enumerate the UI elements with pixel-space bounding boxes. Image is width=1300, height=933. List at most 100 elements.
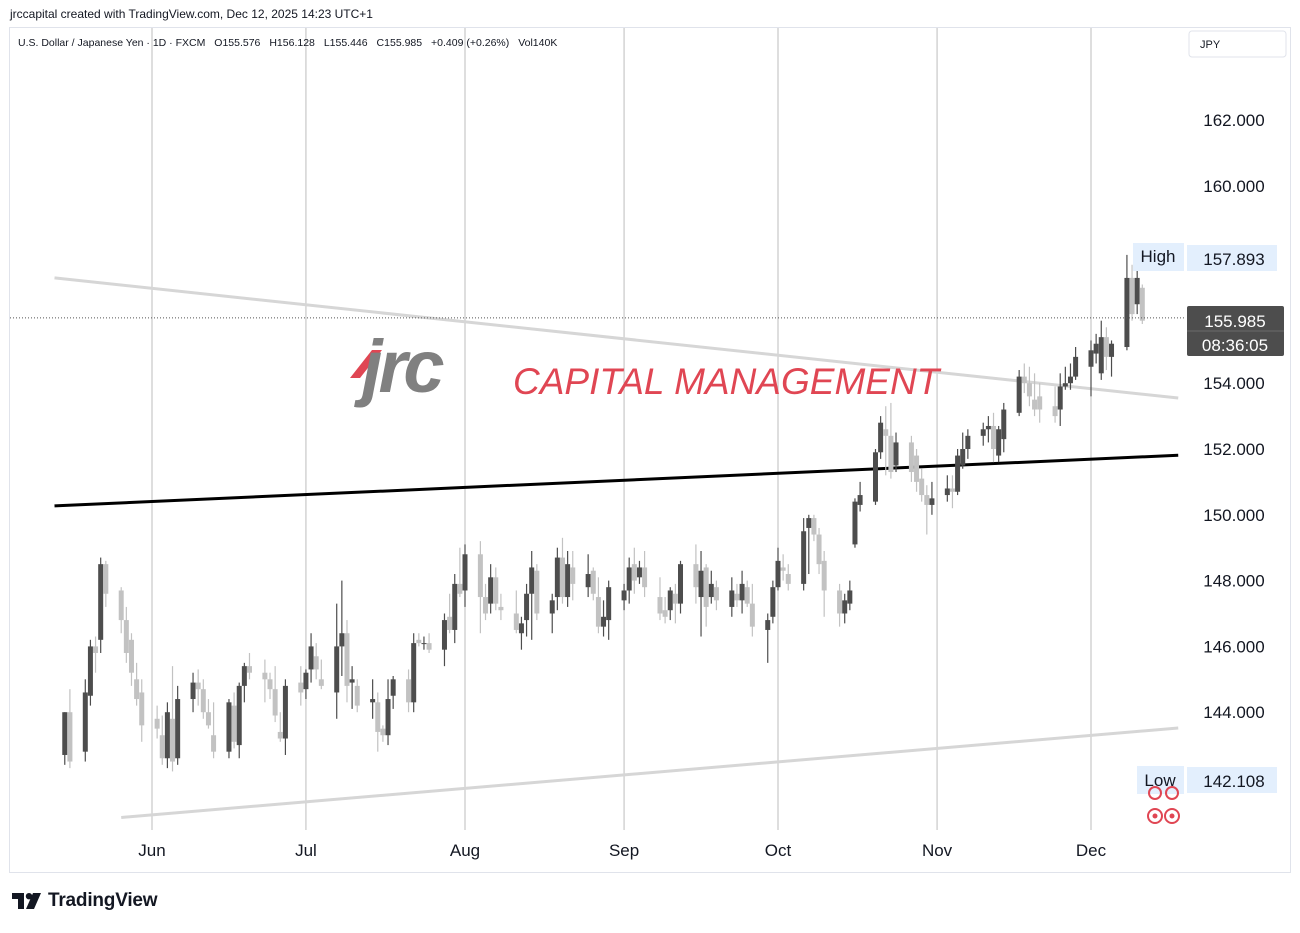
candle-body: [62, 712, 68, 755]
candle-body: [955, 455, 961, 492]
candle-body: [154, 718, 160, 729]
candle: [590, 567, 596, 601]
candle-body: [277, 731, 283, 739]
candle-body: [339, 633, 345, 647]
jrc-logo-slash-icon: [350, 350, 382, 378]
candle: [339, 580, 345, 677]
event-marker-icon[interactable]: [1148, 786, 1162, 800]
candle-body: [801, 531, 807, 584]
high-value: 157.893: [1203, 250, 1264, 269]
event-marker-icon[interactable]: [1165, 786, 1179, 800]
x-tick-label: Aug: [450, 841, 480, 860]
candle: [226, 699, 232, 759]
tradingview-logo[interactable]: TradingView: [12, 890, 158, 912]
candle-body: [318, 679, 324, 686]
candle: [67, 689, 73, 769]
candle-body: [908, 442, 914, 473]
candle-body: [272, 689, 278, 716]
candle: [985, 416, 991, 443]
candle: [657, 577, 663, 621]
candle-body: [488, 577, 494, 604]
event-markers[interactable]: [1147, 786, 1180, 824]
candle: [636, 560, 642, 584]
candle: [262, 659, 268, 703]
candle-body: [67, 712, 73, 762]
candle-body: [570, 567, 576, 584]
chart-frame: [9, 27, 1291, 873]
candle: [1109, 340, 1115, 377]
y-axis[interactable]: 162.000 160.000 154.000 152.000 150.000 148.0…: [1203, 111, 1264, 722]
candle: [488, 564, 494, 614]
chart-caption: jrccapital created with TradingView.com,…: [10, 7, 373, 21]
candle: [631, 547, 637, 594]
candle: [380, 725, 386, 742]
candle-body: [452, 583, 458, 630]
candle: [678, 560, 684, 614]
candle-body: [636, 567, 642, 578]
candle-body: [128, 639, 134, 673]
currency-badge[interactable]: JPY: [1200, 39, 1221, 51]
candle: [667, 587, 673, 621]
candle: [713, 580, 719, 611]
candle-body: [585, 574, 591, 588]
candle: [529, 550, 535, 640]
candle-body: [87, 646, 93, 696]
candle: [698, 550, 704, 637]
candle: [960, 432, 966, 469]
x-axis[interactable]: Jun Jul Aug Sep Oct Nov Dec: [138, 841, 1106, 860]
y-tick-label: 162.000: [1203, 111, 1264, 130]
candle: [780, 554, 786, 581]
trendline-gray-lower[interactable]: [121, 726, 1179, 819]
candle-body: [549, 600, 555, 614]
legend-change: +0.409 (+0.26%): [431, 37, 509, 49]
candle: [277, 712, 283, 742]
candle-body: [888, 435, 894, 473]
event-marker-icon[interactable]: [1147, 808, 1163, 824]
candle-body: [1093, 343, 1099, 354]
candle-body: [1124, 277, 1130, 348]
candle: [842, 593, 848, 624]
candle-body: [847, 590, 853, 604]
candle-body: [159, 735, 165, 759]
event-marker-dot-icon: [1169, 813, 1175, 819]
candle-body: [370, 699, 376, 703]
candle: [642, 550, 648, 598]
candle-body: [1073, 356, 1079, 377]
trendline-black-support[interactable]: [54, 453, 1179, 508]
high-label: High: [1141, 247, 1176, 266]
candle-body: [344, 633, 350, 686]
candle: [411, 633, 417, 713]
candle-body: [93, 646, 99, 653]
candle-body: [883, 429, 889, 436]
currency-badge-box[interactable]: [1188, 30, 1287, 58]
candle-body: [406, 679, 412, 703]
candle: [93, 636, 99, 673]
candle: [128, 633, 134, 686]
candle: [98, 557, 104, 653]
trendline-gray-upper[interactable]: [54, 276, 1179, 400]
candle: [370, 679, 376, 719]
candle: [806, 514, 812, 575]
candle: [534, 564, 540, 621]
y-tick-label: 160.000: [1203, 177, 1264, 196]
candle: [62, 712, 68, 765]
candle: [118, 587, 124, 634]
candle: [626, 557, 632, 604]
candle: [246, 652, 252, 680]
candle-body: [857, 495, 863, 505]
event-marker-icon[interactable]: [1164, 808, 1180, 824]
candle-body: [534, 570, 540, 614]
candle-body: [949, 488, 955, 492]
candle: [775, 547, 781, 591]
candle-body: [477, 554, 483, 598]
candle-body: [1088, 350, 1094, 367]
candle-body: [1134, 277, 1140, 305]
candle: [513, 590, 519, 634]
jrc-watermark: jrc CAPITAL MANAGEMENT: [350, 325, 942, 408]
candle: [847, 580, 853, 611]
candle-body: [246, 666, 252, 673]
candle-body: [483, 597, 489, 614]
candle-body: [621, 590, 627, 601]
candle: [765, 613, 771, 663]
